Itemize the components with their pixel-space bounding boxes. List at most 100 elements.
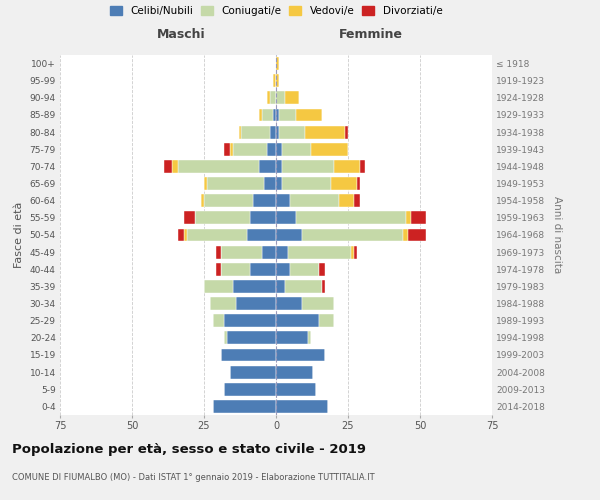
Bar xyxy=(276,143,282,156)
Bar xyxy=(308,332,311,344)
Bar xyxy=(215,263,221,276)
Bar xyxy=(279,108,296,122)
Bar xyxy=(276,212,296,224)
Bar xyxy=(178,160,259,173)
Bar xyxy=(221,348,276,362)
Bar xyxy=(305,126,345,138)
Bar xyxy=(201,194,204,207)
Bar xyxy=(187,228,247,241)
Bar xyxy=(319,263,325,276)
Bar xyxy=(262,108,273,122)
Bar xyxy=(172,160,178,173)
Bar xyxy=(276,74,279,87)
Y-axis label: Fasce di età: Fasce di età xyxy=(14,202,24,268)
Bar xyxy=(406,212,412,224)
Bar xyxy=(164,160,172,173)
Bar xyxy=(276,246,287,258)
Bar xyxy=(359,160,365,173)
Bar xyxy=(276,57,279,70)
Bar xyxy=(276,400,328,413)
Bar xyxy=(276,92,284,104)
Bar xyxy=(233,280,276,293)
Bar xyxy=(268,92,270,104)
Bar xyxy=(236,297,276,310)
Bar xyxy=(270,126,276,138)
Bar xyxy=(351,246,354,258)
Bar xyxy=(273,74,276,87)
Bar xyxy=(284,92,299,104)
Bar xyxy=(224,383,276,396)
Bar xyxy=(204,194,253,207)
Bar xyxy=(184,212,196,224)
Bar xyxy=(334,160,359,173)
Bar xyxy=(412,212,426,224)
Bar xyxy=(276,228,302,241)
Bar xyxy=(212,314,224,327)
Bar xyxy=(409,228,426,241)
Text: Maschi: Maschi xyxy=(157,28,205,40)
Bar xyxy=(221,263,250,276)
Bar xyxy=(265,177,276,190)
Bar xyxy=(224,332,227,344)
Bar xyxy=(276,160,282,173)
Bar xyxy=(230,143,233,156)
Bar xyxy=(282,160,334,173)
Bar xyxy=(319,314,334,327)
Legend: Celibi/Nubili, Coniugati/e, Vedovi/e, Divorziati/e: Celibi/Nubili, Coniugati/e, Vedovi/e, Di… xyxy=(107,2,445,19)
Bar xyxy=(270,92,276,104)
Text: Popolazione per età, sesso e stato civile - 2019: Popolazione per età, sesso e stato civil… xyxy=(12,442,366,456)
Bar xyxy=(345,126,348,138)
Bar xyxy=(276,194,290,207)
Bar xyxy=(290,263,319,276)
Bar xyxy=(276,263,290,276)
Bar xyxy=(276,366,313,378)
Bar xyxy=(196,212,250,224)
Bar xyxy=(215,246,221,258)
Bar xyxy=(287,246,351,258)
Bar xyxy=(250,263,276,276)
Bar xyxy=(268,143,276,156)
Bar xyxy=(276,126,279,138)
Bar xyxy=(302,228,403,241)
Bar xyxy=(354,246,356,258)
Bar xyxy=(354,194,359,207)
Bar xyxy=(322,280,325,293)
Bar xyxy=(221,246,262,258)
Bar xyxy=(403,228,409,241)
Bar xyxy=(227,332,276,344)
Y-axis label: Anni di nascita: Anni di nascita xyxy=(552,196,562,274)
Bar xyxy=(276,280,284,293)
Bar xyxy=(284,280,322,293)
Bar xyxy=(302,297,334,310)
Bar xyxy=(282,143,311,156)
Bar xyxy=(224,314,276,327)
Bar xyxy=(276,297,302,310)
Bar xyxy=(331,177,356,190)
Bar xyxy=(276,177,282,190)
Bar xyxy=(230,366,276,378)
Bar xyxy=(239,126,241,138)
Bar xyxy=(340,194,354,207)
Bar xyxy=(276,108,279,122)
Bar xyxy=(210,297,236,310)
Bar xyxy=(296,108,322,122)
Bar xyxy=(178,228,184,241)
Bar xyxy=(224,143,230,156)
Bar xyxy=(204,177,207,190)
Bar xyxy=(250,212,276,224)
Bar xyxy=(262,246,276,258)
Bar xyxy=(207,177,265,190)
Text: COMUNE DI FIUMALBO (MO) - Dati ISTAT 1° gennaio 2019 - Elaborazione TUTTITALIA.I: COMUNE DI FIUMALBO (MO) - Dati ISTAT 1° … xyxy=(12,473,374,482)
Bar xyxy=(204,280,233,293)
Text: Femmine: Femmine xyxy=(339,28,403,40)
Bar xyxy=(259,108,262,122)
Bar xyxy=(241,126,270,138)
Bar xyxy=(259,160,276,173)
Bar xyxy=(253,194,276,207)
Bar xyxy=(290,194,340,207)
Bar xyxy=(276,314,319,327)
Bar xyxy=(233,143,268,156)
Bar xyxy=(356,177,359,190)
Bar xyxy=(184,228,187,241)
Bar xyxy=(273,108,276,122)
